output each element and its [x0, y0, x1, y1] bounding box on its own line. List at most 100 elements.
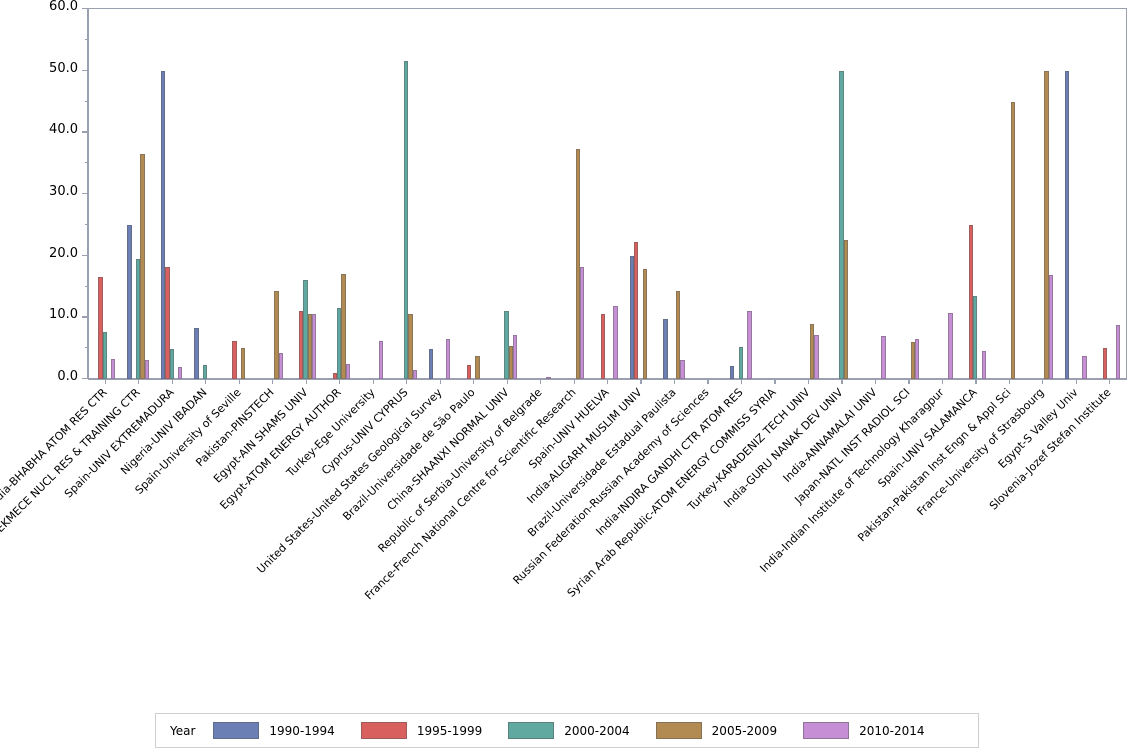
legend-entry[interactable]: 2005-2009 [655, 722, 778, 739]
bar [341, 273, 346, 379]
bar [332, 372, 337, 379]
bar [274, 290, 279, 379]
legend-entry[interactable]: 1995-1999 [360, 722, 482, 739]
bar [504, 310, 509, 379]
bar [1048, 274, 1054, 379]
x-tick-mark [707, 379, 709, 384]
x-tick-mark [372, 379, 374, 384]
x-tick-mark [473, 379, 475, 384]
legend-label: 2005-2009 [711, 723, 778, 738]
plot-area [88, 8, 1127, 379]
legend-title: Year [170, 723, 196, 738]
x-tick-mark [740, 379, 743, 384]
y-tick-mark [82, 254, 88, 256]
bar [194, 327, 199, 379]
bar [634, 242, 639, 379]
bar [127, 224, 132, 379]
x-tick-mark [908, 379, 910, 384]
x-tick-mark [1109, 379, 1111, 384]
x-tick-mark [439, 379, 441, 384]
y-tick-mark [84, 347, 88, 349]
y-tick-mark [84, 285, 88, 287]
x-tick-mark [673, 379, 676, 384]
x-tick-mark [975, 379, 977, 384]
y-tick-mark [82, 8, 88, 10]
bar [178, 366, 183, 379]
bar [336, 308, 342, 379]
legend-entry[interactable]: 2010-2014 [803, 722, 925, 739]
x-tick-mark [1042, 379, 1044, 384]
bar [843, 240, 848, 379]
bar [345, 364, 350, 379]
bar [680, 359, 685, 379]
bar [508, 345, 513, 379]
x-tick-mark [1008, 379, 1010, 384]
bar [738, 346, 744, 379]
bar [1115, 324, 1120, 379]
y-tick-label: 30.0 [49, 184, 78, 199]
y-tick-mark [82, 69, 88, 71]
x-tick-mark [640, 379, 642, 384]
bar [910, 342, 915, 379]
x-tick-mark [406, 379, 408, 384]
bar [307, 314, 313, 379]
legend-label: 1990-1994 [269, 723, 335, 738]
y-tick-mark [82, 193, 88, 195]
bar [1082, 356, 1087, 379]
x-tick-mark [1075, 379, 1077, 384]
bar [299, 310, 304, 379]
y-axis-label-container: Shr. of top10 publ., frac (%) [2, 0, 24, 390]
legend-label: 2000-2004 [564, 723, 630, 738]
y-tick-label: 0.0 [57, 369, 78, 384]
y-tick-mark [82, 378, 88, 380]
bar [160, 70, 166, 379]
bar [600, 313, 605, 379]
x-tick-mark [540, 379, 542, 384]
y-tick-label: 10.0 [49, 307, 78, 323]
bar [730, 366, 735, 379]
x-tick-mark [171, 379, 173, 384]
y-tick-mark [84, 38, 88, 41]
x-tick-mark [807, 379, 810, 384]
bar [169, 348, 174, 379]
bar [408, 314, 413, 379]
bar [512, 335, 518, 379]
bar [240, 348, 246, 379]
bar [312, 314, 317, 379]
bar [111, 358, 116, 379]
bar [881, 335, 886, 379]
legend-entries: 1990-1994 1995-1999 2000-2004 2005-2009 2010… [213, 722, 950, 739]
y-tick-mark [84, 223, 88, 226]
bar [403, 60, 409, 379]
bar [613, 305, 618, 379]
x-tick-mark [138, 379, 140, 384]
bar [412, 369, 417, 379]
bar [629, 256, 635, 379]
bar [839, 70, 844, 379]
x-axis-line [88, 378, 1127, 380]
bar [165, 266, 170, 379]
x-tick-mark [104, 379, 106, 384]
bar [814, 334, 819, 379]
x-tick-mark [573, 379, 575, 384]
legend-swatch [508, 722, 555, 739]
x-tick-mark [305, 379, 307, 384]
x-tick-mark [238, 379, 240, 384]
legend-entry[interactable]: 2000-2004 [508, 722, 630, 739]
x-tick-mark [205, 379, 207, 384]
y-tick-mark [82, 316, 88, 318]
bar [981, 351, 987, 379]
bar [973, 295, 978, 379]
bar [144, 359, 149, 379]
bar [575, 148, 580, 379]
y-tick-label: 50.0 [49, 60, 78, 76]
bar [428, 349, 434, 379]
legend-entry[interactable]: 1990-1994 [213, 722, 335, 739]
bar [747, 310, 752, 379]
y-tick-mark [84, 162, 88, 164]
y-axis-label: Shr. of top10 publ., frac (%) [6, 0, 28, 22]
x-tick-mark [774, 379, 776, 384]
bar [466, 365, 471, 379]
y-tick-mark [84, 100, 88, 102]
